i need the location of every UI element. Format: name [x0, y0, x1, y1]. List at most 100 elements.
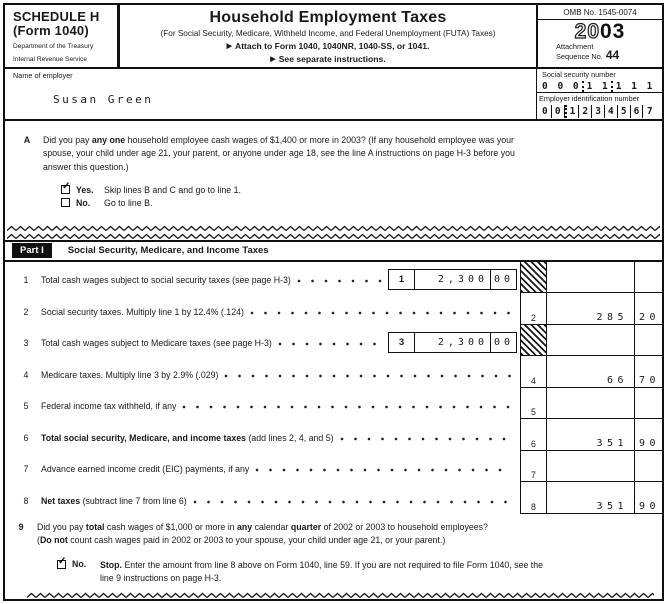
employer-name-label: Name of employer: [13, 70, 73, 80]
employer-info-row: Name of employer Susan Green Social secu…: [5, 68, 662, 121]
line-number: 7: [23, 464, 29, 475]
ein-digit-cell: 1: [567, 105, 580, 119]
id-numbers-block: Social security number 0 0 0 1 1 1 1 1 1 E…: [536, 68, 662, 119]
part1-row-line-8: 8 Net taxes (subtract line 7 from line 6)…: [5, 482, 662, 514]
line-7-right-cells: 7: [520, 450, 662, 483]
line-7-cents-cell[interactable]: [635, 451, 662, 482]
squiggle-divider-bottom: [27, 591, 654, 599]
line-7-description: 7 Advance earned income credit (EIC) paym…: [5, 451, 520, 483]
line-5-description: 5 Federal income tax withheld, if any: [5, 388, 520, 420]
form-id-block: SCHEDULE H (Form 1040) Department of the…: [5, 5, 117, 67]
dot-leader: [277, 342, 383, 347]
no-checkbox[interactable]: [61, 198, 70, 208]
cents-value: 20: [639, 311, 661, 323]
employer-name-cell: Name of employer Susan Green: [5, 69, 536, 119]
hatched-cell: [521, 261, 547, 293]
line-8-description: 8 Net taxes (subtract line 7 from line 6): [5, 482, 520, 514]
line-number: 1: [23, 275, 29, 286]
line-1-cents-field[interactable]: 00: [494, 274, 515, 286]
right-line-number: 5: [521, 387, 547, 419]
ein-digit-cell: 0: [539, 105, 552, 119]
line-3-amount-field[interactable]: 2,300: [415, 333, 491, 353]
no-label: No.: [76, 197, 91, 208]
line-1-right-cells: [520, 261, 662, 294]
dot-leader: [182, 405, 512, 410]
line-4-cents-cell[interactable]: 70: [635, 356, 662, 387]
part1-badge: Part I: [12, 243, 52, 259]
right-line-number: 7: [521, 450, 547, 482]
form-title-block: Household Employment Taxes (For Social S…: [117, 5, 538, 67]
yes-checkbox[interactable]: ✓: [61, 181, 70, 195]
ssn-field[interactable]: 0 0 0 1 1 1 1 1 1: [542, 80, 662, 92]
ein-digit-cell: 7: [646, 106, 653, 118]
part1-row-line-6: 6 Total social security, Medicare, and in…: [5, 419, 662, 451]
line-3-description: 3 Total cash wages subject to Medicare ta…: [5, 325, 520, 357]
schedule-name: SCHEDULE H: [13, 9, 100, 24]
no-stop-text: Stop. Enter the amount from line 8 above…: [100, 559, 544, 583]
line-6-cents-cell[interactable]: 90: [635, 419, 662, 450]
agency-line-1: Department of the Treasury: [13, 43, 94, 51]
line-5-cents-cell[interactable]: [635, 388, 662, 419]
arrow-icon: ▶: [226, 43, 232, 50]
no-stop-label: No.: [72, 558, 87, 569]
ein-digit-cell: 4: [605, 105, 618, 119]
dot-leader: [224, 373, 512, 378]
part1-table: 1 Total cash wages subject to social secu…: [5, 261, 662, 514]
employer-name-field[interactable]: Susan Green: [53, 92, 154, 106]
line-3-inline-amount-box[interactable]: 3 2,300 00: [388, 332, 517, 354]
amount-value: 351: [596, 437, 628, 449]
line-label: Total social security, Medicare, and inc…: [41, 432, 334, 443]
year-bold-digits: 03: [600, 20, 626, 43]
ssn-digit-group: 1 1 1 1: [615, 80, 655, 92]
squiggle-line-icon: [7, 224, 660, 232]
sequence-number: 44: [605, 48, 620, 63]
line-label: Total cash wages subject to social secur…: [41, 275, 291, 286]
line-8-right-cells: 8 351 90: [520, 482, 662, 514]
line-6-amount-cell[interactable]: 351: [547, 419, 635, 450]
ssn-digit-group: 0 0 0: [542, 80, 581, 92]
line-label: Social security taxes. Multiply line 1 b…: [41, 306, 244, 317]
dot-leader: [192, 499, 512, 504]
question-a-letter: A: [23, 134, 31, 145]
line-number: 2: [23, 306, 29, 317]
line-1-amount-cell[interactable]: [547, 261, 635, 293]
part1-row-line-1: 1 Total cash wages subject to social secu…: [5, 261, 662, 294]
line-3-right-cells: [520, 324, 662, 357]
line-1-cents-cell[interactable]: [635, 262, 662, 293]
dot-leader: [339, 436, 512, 441]
line-8-cents-cell[interactable]: 90: [635, 482, 662, 513]
line-7-amount-cell[interactable]: [547, 450, 635, 482]
ein-digit-cell: 0: [552, 105, 565, 119]
line-2-right-cells: 2 285 20: [520, 293, 662, 325]
right-line-number: 8: [521, 482, 547, 513]
line-number: 5: [23, 401, 29, 412]
line-number: 8: [23, 495, 29, 506]
line-4-right-cells: 4 66 70: [520, 356, 662, 388]
amount-value: 351: [596, 500, 628, 512]
line-5-amount-cell[interactable]: [547, 387, 635, 419]
line-4-amount-cell[interactable]: 66: [547, 356, 635, 387]
inline-box-line-number: 3: [389, 333, 415, 353]
line-2-cents-cell[interactable]: 20: [635, 293, 662, 324]
line-3-amount-cell[interactable]: [547, 324, 635, 356]
check-icon: ✓: [58, 555, 67, 567]
cents-value: 90: [639, 500, 661, 512]
no-stop-checkbox[interactable]: ✓: [57, 556, 66, 569]
question-a-section: A Did you pay any one household employee…: [5, 121, 662, 222]
squiggle-line-icon: [7, 232, 660, 240]
line-1-inline-amount-box[interactable]: 1 2,300 00: [388, 269, 517, 291]
omb-number: OMB No. 1545-0074: [538, 5, 662, 20]
part1-row-line-2: 2 Social security taxes. Multiply line 1 …: [5, 293, 662, 325]
line-8-amount-cell[interactable]: 351: [547, 482, 635, 513]
line-4-description: 4 Medicare taxes. Multiply line 3 by 2.9%…: [5, 356, 520, 388]
line-2-amount-cell[interactable]: 285: [547, 293, 635, 324]
line-3-cents-field[interactable]: 00: [494, 337, 515, 349]
part1-row-line-5: 5 Federal income tax withheld, if any 5: [5, 387, 662, 420]
line-number: 3: [23, 338, 29, 349]
line-label: Total cash wages subject to Medicare tax…: [41, 338, 272, 349]
line-3-cents-cell[interactable]: [635, 325, 662, 356]
question-9-section: 9 Did you pay total cash wages of $1,000…: [5, 514, 662, 548]
line-1-amount-field[interactable]: 2,300: [415, 270, 491, 290]
form-border-frame: SCHEDULE H (Form 1040) Department of the…: [3, 3, 664, 601]
